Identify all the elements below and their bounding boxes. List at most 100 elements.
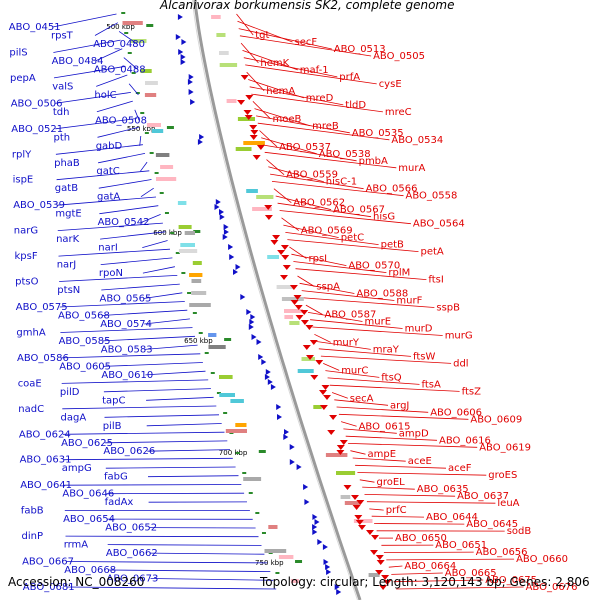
gene-label: secF: [295, 37, 318, 48]
gene-label: cysE: [379, 79, 402, 90]
gene-leader-line: [105, 440, 228, 444]
gene-leader-line: [143, 292, 183, 299]
feature-block: [281, 297, 304, 301]
forward-arrow: [219, 209, 224, 215]
gene-leader-line: [248, 79, 304, 99]
reverse-arrow: [323, 395, 331, 400]
gene-leader-line: [369, 508, 384, 511]
forward-arrow: [187, 79, 193, 85]
ruler-group: 500 kbp 550 kbp 600 kbp 650 kbp 700 kbp 750 k…: [106, 23, 303, 567]
kbp-tick: [164, 212, 169, 214]
feature-block: [235, 423, 247, 427]
gene-label: ABO_0586: [17, 353, 69, 364]
feature-block: [151, 129, 164, 133]
feature-block: [191, 291, 207, 295]
ruler-label: 550 kbp: [127, 125, 156, 133]
ruler-label: 500 kbp: [106, 23, 135, 31]
feature-blocks: [122, 15, 380, 583]
gene-leader-line: [281, 217, 300, 231]
forward-arrow: [214, 204, 220, 210]
gene-leader-line: [388, 565, 403, 568]
gene-leader-line: [141, 214, 161, 223]
gene-leader-line: [54, 92, 131, 104]
kbp-tick: [204, 352, 209, 354]
reverse-arrow: [358, 525, 366, 530]
gene-label: ABO_0488: [94, 64, 146, 75]
feature-block: [301, 357, 315, 361]
feature-block: [208, 333, 217, 337]
gene-leader-line: [239, 35, 372, 57]
gene-label: groEL: [377, 477, 406, 488]
gene-label: prfA: [339, 72, 360, 83]
reverse-arrow: [250, 130, 259, 135]
feature-block: [177, 201, 187, 205]
feature-block: [155, 153, 170, 157]
gene-leader-line: [53, 39, 121, 53]
gene-leader-line: [103, 388, 211, 393]
gene-leader-line: [256, 115, 350, 134]
forward-arrow: [314, 519, 320, 525]
gene-leader-line: [56, 170, 150, 181]
reverse-arrow: [366, 530, 374, 535]
forward-arrow: [229, 254, 235, 260]
forward-arrow: [296, 464, 302, 470]
reverse-arrow: [354, 515, 363, 520]
gene-label: coaE: [18, 378, 42, 389]
gene-leader-line: [103, 362, 203, 367]
gene-label: hisG: [373, 212, 395, 223]
ruler-label: 600 kbp: [153, 229, 182, 237]
reverse-arrow: [290, 300, 299, 305]
gene-label: aceE: [408, 456, 432, 467]
gene-leader-line: [366, 501, 496, 504]
gene-label: ABO_0565: [100, 294, 152, 305]
gene-leader-line: [142, 266, 175, 274]
gene-label: hemK: [260, 58, 289, 69]
feature-block: [180, 243, 195, 247]
gene-leader-line: [393, 579, 484, 583]
forward-arrow: [261, 359, 267, 365]
gene-label: ptsN: [57, 285, 80, 296]
gene-label: kpsF: [15, 251, 38, 262]
gene-leader-line: [320, 355, 452, 364]
gene-label: gatB: [55, 183, 78, 194]
gene-label: argJ: [390, 400, 409, 411]
gene-leader-line: [386, 558, 515, 561]
gene-leader-line: [134, 109, 140, 121]
gene-leader-line: [142, 240, 168, 248]
gene-leader-line: [305, 304, 323, 315]
forward-arrow: [180, 54, 186, 60]
gene-leader-line: [364, 494, 456, 497]
gene-label: sspB: [436, 303, 460, 314]
feature-block: [219, 63, 238, 67]
forward-arrow: [317, 539, 323, 545]
gene-label: gabD: [96, 141, 123, 152]
ruler-tick: [166, 126, 174, 129]
forward-arrow: [323, 559, 329, 565]
gene-label: ftsW: [413, 351, 435, 362]
forward-arrow: [223, 224, 229, 230]
gene-leader-line: [291, 253, 347, 266]
gene-label: dinP: [22, 531, 44, 542]
feature-block: [122, 21, 143, 25]
feature-block: [178, 225, 192, 229]
gene-label: narK: [56, 234, 80, 245]
reverse-arrow: [243, 110, 252, 115]
gene-leader-line: [279, 210, 411, 225]
gene-leader-line: [147, 449, 231, 452]
gene-label: ABO_0570: [348, 261, 400, 272]
ruler-label: 700 kbp: [219, 449, 248, 457]
reverse-arrow: [370, 550, 378, 555]
gene-leader-line: [371, 515, 425, 518]
accession-label: Accession: NC_008260: [8, 575, 145, 589]
gene-leader-line: [355, 464, 447, 469]
kbp-tick: [159, 192, 164, 194]
gene-label: moeB: [273, 114, 302, 125]
gene-label: ABO_0624: [19, 429, 71, 440]
gene-leader-line: [146, 423, 222, 427]
reverse-arrow: [315, 360, 324, 365]
gene-label: ABO_0664: [404, 561, 456, 572]
gene-leader-line: [98, 179, 152, 189]
gene-label: ABO_0673: [107, 574, 159, 585]
feature-block: [156, 177, 177, 181]
gene-label: ABO_0626: [103, 446, 155, 457]
